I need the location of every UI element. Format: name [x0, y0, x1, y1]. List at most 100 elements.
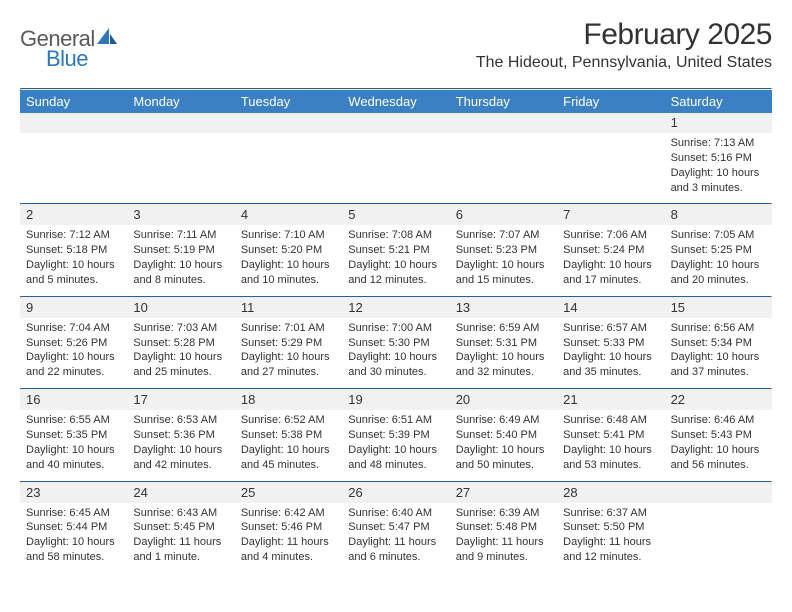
sunrise-line: Sunrise: 6:49 AM	[456, 413, 551, 428]
sunrise-line: Sunrise: 6:42 AM	[241, 506, 336, 521]
sunrise-line: Sunrise: 7:01 AM	[241, 321, 336, 336]
blank-cell	[235, 113, 342, 133]
sunrise-line: Sunrise: 6:52 AM	[241, 413, 336, 428]
daylight-line: Daylight: 10 hours and 42 minutes.	[133, 443, 228, 473]
sunset-line: Sunset: 5:38 PM	[241, 428, 336, 443]
blank-cell	[127, 133, 234, 203]
day-number: 17	[127, 390, 234, 410]
blank-cell	[450, 133, 557, 203]
day-cell: Sunrise: 6:42 AMSunset: 5:46 PMDaylight:…	[235, 503, 342, 573]
daylight-line: Daylight: 10 hours and 22 minutes.	[26, 350, 121, 380]
header: General Blue February 2025 The Hideout, …	[20, 18, 772, 78]
daylight-line: Daylight: 10 hours and 10 minutes.	[241, 258, 336, 288]
day-number: 24	[127, 483, 234, 503]
day-number: 10	[127, 298, 234, 318]
sunset-line: Sunset: 5:23 PM	[456, 243, 551, 258]
day-number: 12	[342, 298, 449, 318]
day-cell: Sunrise: 6:43 AMSunset: 5:45 PMDaylight:…	[127, 503, 234, 573]
blank-cell	[557, 113, 664, 133]
sunset-line: Sunset: 5:26 PM	[26, 336, 121, 351]
day-cell: Sunrise: 7:06 AMSunset: 5:24 PMDaylight:…	[557, 225, 664, 295]
daylight-line: Daylight: 11 hours and 9 minutes.	[456, 535, 551, 565]
daylight-line: Daylight: 10 hours and 58 minutes.	[26, 535, 121, 565]
sunset-line: Sunset: 5:47 PM	[348, 520, 443, 535]
sunrise-line: Sunrise: 6:48 AM	[563, 413, 658, 428]
day-cell: Sunrise: 6:40 AMSunset: 5:47 PMDaylight:…	[342, 503, 449, 573]
blank-cell	[127, 113, 234, 133]
sunrise-line: Sunrise: 6:39 AM	[456, 506, 551, 521]
sunrise-line: Sunrise: 6:40 AM	[348, 506, 443, 521]
sunset-line: Sunset: 5:30 PM	[348, 336, 443, 351]
day-header-tuesday: Tuesday	[235, 90, 342, 113]
sunrise-line: Sunrise: 7:13 AM	[671, 136, 766, 151]
daylight-line: Daylight: 10 hours and 8 minutes.	[133, 258, 228, 288]
sunrise-line: Sunrise: 7:08 AM	[348, 228, 443, 243]
daylight-line: Daylight: 10 hours and 15 minutes.	[456, 258, 551, 288]
day-cell: Sunrise: 6:37 AMSunset: 5:50 PMDaylight:…	[557, 503, 664, 573]
day-cell: Sunrise: 6:49 AMSunset: 5:40 PMDaylight:…	[450, 410, 557, 480]
day-cell: Sunrise: 7:11 AMSunset: 5:19 PMDaylight:…	[127, 225, 234, 295]
daylight-line: Daylight: 10 hours and 3 minutes.	[671, 166, 766, 196]
sunrise-line: Sunrise: 6:45 AM	[26, 506, 121, 521]
day-number: 28	[557, 483, 664, 503]
logo-text-blue: Blue	[46, 46, 88, 71]
sunset-line: Sunset: 5:29 PM	[241, 336, 336, 351]
day-cell: Sunrise: 7:03 AMSunset: 5:28 PMDaylight:…	[127, 318, 234, 388]
sunset-line: Sunset: 5:28 PM	[133, 336, 228, 351]
day-cell: Sunrise: 6:45 AMSunset: 5:44 PMDaylight:…	[20, 503, 127, 573]
day-number: 14	[557, 298, 664, 318]
day-number: 22	[665, 390, 772, 410]
day-cell: Sunrise: 7:07 AMSunset: 5:23 PMDaylight:…	[450, 225, 557, 295]
day-cell: Sunrise: 6:57 AMSunset: 5:33 PMDaylight:…	[557, 318, 664, 388]
blank-cell	[665, 503, 772, 573]
sunrise-line: Sunrise: 6:46 AM	[671, 413, 766, 428]
day-number: 27	[450, 483, 557, 503]
title-block: February 2025 The Hideout, Pennsylvania,…	[476, 18, 772, 72]
sunrise-line: Sunrise: 7:10 AM	[241, 228, 336, 243]
sunrise-line: Sunrise: 7:04 AM	[26, 321, 121, 336]
daylight-line: Daylight: 10 hours and 20 minutes.	[671, 258, 766, 288]
day-number: 19	[342, 390, 449, 410]
sunrise-line: Sunrise: 7:00 AM	[348, 321, 443, 336]
sunset-line: Sunset: 5:18 PM	[26, 243, 121, 258]
day-cell: Sunrise: 6:53 AMSunset: 5:36 PMDaylight:…	[127, 410, 234, 480]
day-cell: Sunrise: 7:12 AMSunset: 5:18 PMDaylight:…	[20, 225, 127, 295]
day-header-friday: Friday	[557, 90, 664, 113]
location-text: The Hideout, Pennsylvania, United States	[476, 54, 772, 72]
day-number: 23	[20, 483, 127, 503]
blank-cell	[342, 133, 449, 203]
sunset-line: Sunset: 5:34 PM	[671, 336, 766, 351]
week-row: Sunrise: 7:04 AMSunset: 5:26 PMDaylight:…	[20, 318, 772, 388]
daylight-line: Daylight: 10 hours and 25 minutes.	[133, 350, 228, 380]
sunrise-line: Sunrise: 6:59 AM	[456, 321, 551, 336]
daylight-line: Daylight: 11 hours and 12 minutes.	[563, 535, 658, 565]
blank-cell	[665, 483, 772, 503]
daylight-line: Daylight: 10 hours and 50 minutes.	[456, 443, 551, 473]
day-cell: Sunrise: 6:52 AMSunset: 5:38 PMDaylight:…	[235, 410, 342, 480]
week-row: Sunrise: 7:13 AMSunset: 5:16 PMDaylight:…	[20, 133, 772, 203]
day-header-saturday: Saturday	[665, 90, 772, 113]
day-number: 26	[342, 483, 449, 503]
day-cell: Sunrise: 6:55 AMSunset: 5:35 PMDaylight:…	[20, 410, 127, 480]
daylight-line: Daylight: 11 hours and 1 minute.	[133, 535, 228, 565]
sunrise-line: Sunrise: 6:57 AM	[563, 321, 658, 336]
daylight-line: Daylight: 10 hours and 45 minutes.	[241, 443, 336, 473]
day-number: 13	[450, 298, 557, 318]
sunset-line: Sunset: 5:21 PM	[348, 243, 443, 258]
sunset-line: Sunset: 5:41 PM	[563, 428, 658, 443]
daylight-line: Daylight: 10 hours and 53 minutes.	[563, 443, 658, 473]
day-cell: Sunrise: 6:56 AMSunset: 5:34 PMDaylight:…	[665, 318, 772, 388]
sunset-line: Sunset: 5:25 PM	[671, 243, 766, 258]
week-numrow: 9101112131415	[20, 298, 772, 318]
blank-cell	[450, 113, 557, 133]
daylight-line: Daylight: 10 hours and 40 minutes.	[26, 443, 121, 473]
day-number: 18	[235, 390, 342, 410]
sunset-line: Sunset: 5:16 PM	[671, 151, 766, 166]
day-number: 9	[20, 298, 127, 318]
daylight-line: Daylight: 10 hours and 27 minutes.	[241, 350, 336, 380]
sunrise-line: Sunrise: 7:03 AM	[133, 321, 228, 336]
daylight-line: Daylight: 10 hours and 48 minutes.	[348, 443, 443, 473]
sunrise-line: Sunrise: 6:51 AM	[348, 413, 443, 428]
day-cell: Sunrise: 6:48 AMSunset: 5:41 PMDaylight:…	[557, 410, 664, 480]
week-row: Sunrise: 6:45 AMSunset: 5:44 PMDaylight:…	[20, 503, 772, 573]
